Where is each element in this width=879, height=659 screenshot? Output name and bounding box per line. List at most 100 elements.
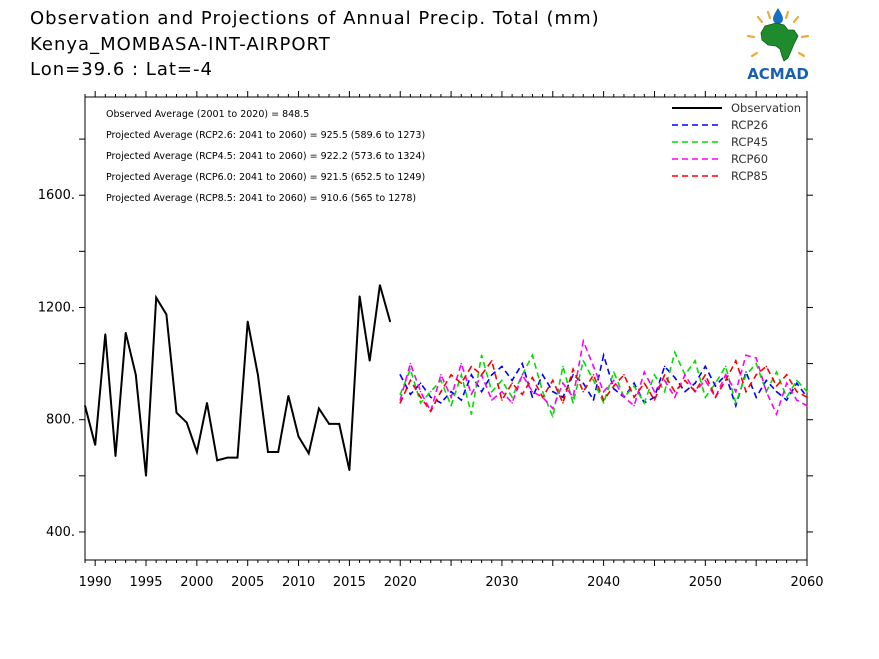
data-point-rcp85 <box>806 396 808 399</box>
data-point-rcp60 <box>653 390 656 393</box>
water-drop-icon <box>773 8 783 24</box>
average-annotation: Projected Average (RCP6.0: 2041 to 2060)… <box>106 172 425 183</box>
data-point-rcp26 <box>562 396 564 399</box>
data-point-observation <box>104 333 107 335</box>
data-point-rcp60 <box>592 365 595 368</box>
data-point-rcp85 <box>704 374 707 376</box>
data-point-rcp85 <box>643 382 646 385</box>
data-point-rcp60 <box>724 374 727 376</box>
data-point-rcp60 <box>440 374 442 376</box>
data-point-observation <box>379 284 381 286</box>
data-point-rcp85 <box>480 374 483 376</box>
data-point-rcp26 <box>572 374 574 376</box>
legend-label: RCP26 <box>731 118 768 132</box>
station-coordinates: Lon=39.6 : Lat=-4 <box>30 59 213 80</box>
data-point-rcp45 <box>582 359 585 362</box>
data-point-rcp26 <box>440 402 442 404</box>
data-point-rcp26 <box>399 374 402 376</box>
data-point-rcp60 <box>582 340 585 342</box>
data-point-rcp60 <box>684 374 686 376</box>
data-point-rcp85 <box>531 376 534 379</box>
data-point-rcp85 <box>511 382 513 385</box>
data-point-rcp85 <box>582 390 585 393</box>
data-point-rcp60 <box>511 402 513 404</box>
average-annotation: Projected Average (RCP8.5: 2041 to 2060)… <box>106 193 416 204</box>
data-point-rcp26 <box>490 374 493 376</box>
data-point-rcp26 <box>785 399 788 401</box>
y-tick-label: 800. <box>46 413 75 428</box>
data-point-rcp26 <box>582 382 585 385</box>
data-point-rcp45 <box>572 402 574 404</box>
series-line-rcp85 <box>399 358 808 413</box>
data-point-rcp60 <box>785 382 788 385</box>
data-point-rcp60 <box>501 390 503 393</box>
data-point-rcp26 <box>704 365 707 368</box>
data-point-rcp60 <box>490 399 493 401</box>
data-point-rcp45 <box>501 379 503 382</box>
data-point-rcp26 <box>429 396 432 399</box>
x-tick-label: 1990 <box>79 575 112 590</box>
data-point-rcp26 <box>612 388 615 390</box>
data-point-rcp85 <box>399 402 402 404</box>
data-point-rcp60 <box>643 371 646 373</box>
data-point-rcp85 <box>714 396 717 399</box>
data-point-observation <box>196 451 198 453</box>
x-tick-label: 2030 <box>485 575 518 590</box>
data-point-rcp85 <box>765 365 768 368</box>
x-tick-label: 2005 <box>231 575 264 590</box>
data-point-rcp45 <box>440 379 442 382</box>
data-point-rcp85 <box>541 396 544 399</box>
data-point-rcp26 <box>450 390 452 393</box>
data-point-rcp45 <box>612 371 615 373</box>
data-point-rcp85 <box>745 390 747 393</box>
x-tick-label: 2020 <box>384 575 417 590</box>
data-point-rcp85 <box>724 379 727 382</box>
data-point-rcp26 <box>663 365 666 368</box>
data-point-rcp60 <box>623 396 625 399</box>
data-point-rcp45 <box>399 393 402 396</box>
data-point-rcp45 <box>562 365 564 368</box>
data-point-observation <box>318 407 320 410</box>
data-point-rcp26 <box>521 362 524 365</box>
data-point-observation <box>246 320 249 323</box>
data-point-rcp85 <box>450 374 452 376</box>
data-point-rcp60 <box>572 396 574 399</box>
data-point-observation <box>307 452 310 455</box>
y-tick-label: 1200. <box>38 300 75 315</box>
data-point-rcp60 <box>531 390 534 393</box>
data-point-rcp26 <box>694 382 696 385</box>
data-point-rcp45 <box>745 374 747 376</box>
data-point-observation <box>348 469 351 472</box>
data-point-observation <box>297 435 300 438</box>
data-point-rcp26 <box>551 390 554 393</box>
data-point-rcp60 <box>755 357 757 359</box>
data-point-rcp45 <box>785 396 788 399</box>
data-point-rcp26 <box>755 396 757 399</box>
data-point-rcp45 <box>714 382 717 385</box>
data-point-rcp60 <box>735 390 737 393</box>
average-annotation: Observed Average (2001 to 2020) = 848.5 <box>106 109 309 120</box>
data-point-rcp85 <box>602 399 605 401</box>
chart-title: Observation and Projections of Annual Pr… <box>30 8 600 29</box>
data-point-observation <box>155 296 157 299</box>
data-point-rcp85 <box>775 385 778 387</box>
acmad-logo-text: ACMAD <box>747 65 809 83</box>
data-point-rcp85 <box>796 390 798 393</box>
x-tick-label: 2010 <box>282 575 315 590</box>
data-point-rcp85 <box>785 374 788 376</box>
data-point-observation <box>267 451 269 453</box>
data-point-rcp26 <box>684 390 686 393</box>
x-tick-label: 2015 <box>333 575 366 590</box>
data-point-rcp60 <box>562 382 564 385</box>
data-point-observation <box>185 421 188 424</box>
data-point-rcp60 <box>806 404 808 407</box>
data-point-rcp26 <box>419 382 422 385</box>
data-point-rcp85 <box>501 399 503 401</box>
x-tick-label: 2060 <box>790 575 823 590</box>
data-point-observation <box>124 331 127 334</box>
data-point-rcp60 <box>633 404 635 407</box>
data-point-rcp26 <box>602 354 605 356</box>
data-point-rcp26 <box>511 379 513 382</box>
data-point-rcp45 <box>735 402 737 404</box>
data-point-rcp45 <box>470 413 473 415</box>
